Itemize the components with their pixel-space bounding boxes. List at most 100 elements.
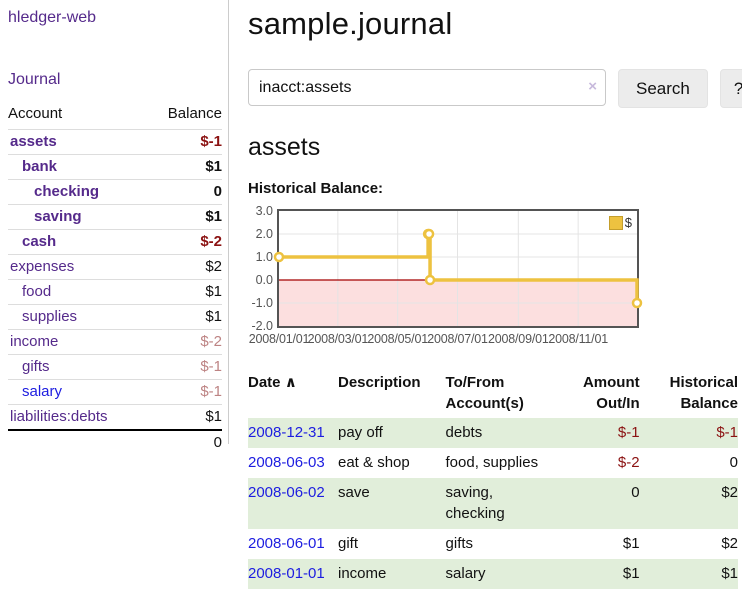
account-row: gifts $-1: [8, 354, 222, 380]
x-tick-label: 2008/09/01: [488, 332, 549, 346]
search-input[interactable]: [248, 69, 606, 106]
account-row: expenses $2: [8, 254, 222, 280]
column-header-balance: Historical Balance: [669, 374, 738, 412]
account-link[interactable]: saving: [34, 208, 82, 225]
transaction-description: income: [338, 565, 387, 582]
transaction-balance: $-1: [716, 424, 738, 441]
transaction-balance: $2: [721, 535, 738, 552]
transaction-date-link[interactable]: 2008-01-01: [248, 565, 325, 582]
transaction-date-link[interactable]: 2008-06-01: [248, 535, 325, 552]
transactions-table: Date ∧ Description To/From Account(s) Am…: [248, 370, 738, 589]
transaction-description: gift: [338, 535, 359, 552]
chart-legend: $: [606, 214, 634, 231]
account-balance: 0: [146, 179, 222, 205]
x-tick-label: 2008/05/01: [367, 332, 428, 346]
column-header-amount: Amount Out/In: [582, 374, 640, 412]
transaction-row: 2008-06-01 gift gifts $1 $2: [248, 529, 738, 559]
account-link[interactable]: expenses: [10, 258, 75, 275]
transaction-description: pay off: [338, 424, 383, 441]
account-link[interactable]: cash: [22, 233, 57, 250]
historical-balance-chart: $ 3.0 2.0 1.0 0.0 -1.0 -2.0 2008/01/01 2008/03/…: [248, 205, 740, 351]
account-balance: $-1: [146, 354, 222, 380]
transaction-accounts: salary: [445, 565, 486, 582]
accounts-header-balance: Balance: [167, 105, 222, 122]
chart-canvas: [273, 211, 643, 326]
transactions-header-row: Date ∧ Description To/From Account(s) Am…: [248, 370, 738, 418]
transaction-amount: $-1: [617, 424, 640, 441]
accounts-total-value: 0: [146, 429, 222, 455]
transaction-balance: $2: [721, 484, 738, 501]
account-balance: $-1: [146, 129, 222, 155]
account-row: bank $1: [8, 154, 222, 180]
account-link[interactable]: checking: [34, 183, 100, 200]
search-button[interactable]: Search: [618, 69, 708, 108]
transaction-description: save: [338, 484, 370, 501]
legend-label: $: [624, 215, 632, 230]
page-title: sample.journal: [248, 6, 453, 41]
x-tick-label: 2008/07/01: [427, 332, 488, 346]
account-balance: $2: [146, 254, 222, 280]
account-row: cash $-2: [8, 229, 222, 255]
account-link[interactable]: income: [10, 333, 59, 350]
main-content: sample.journal × Search ? assets Histori…: [248, 0, 742, 589]
account-row: checking 0: [8, 179, 222, 205]
y-tick-label: -2.0: [251, 319, 273, 333]
y-tick-label: 2.0: [255, 227, 273, 241]
column-header-accounts: To/From Account(s): [445, 374, 524, 412]
account-balance: $1: [146, 154, 222, 180]
transaction-accounts: gifts: [445, 535, 474, 552]
account-link[interactable]: supplies: [22, 308, 78, 325]
account-balance: $-2: [146, 229, 222, 255]
x-tick-label: 2008/11/01: [548, 332, 608, 346]
account-balance: $1: [146, 304, 222, 330]
search-box: ×: [248, 69, 606, 108]
x-tick-label: 2008/01/01: [248, 332, 310, 346]
data-point-marker: [631, 297, 643, 309]
account-row: liabilities:debts $1: [8, 404, 222, 430]
account-balance: $1: [146, 204, 222, 230]
account-row: assets $-1: [8, 129, 222, 155]
sidebar-item-journal[interactable]: Journal: [8, 71, 61, 88]
transaction-balance: $1: [721, 565, 738, 582]
accounts-table: Account Balance assets $-1 bank $1 check…: [8, 102, 222, 455]
account-row: salary $-1: [8, 379, 222, 405]
accounts-total-row: 0: [8, 429, 222, 455]
app-title-link[interactable]: hledger-web: [8, 9, 97, 26]
account-link[interactable]: food: [22, 283, 52, 300]
search-form: × Search ?: [248, 69, 742, 108]
transaction-balance: 0: [729, 454, 738, 471]
account-row: saving $1: [8, 204, 222, 230]
account-balance: $1: [146, 279, 222, 305]
accounts-table-body: assets $-1 bank $1 checking 0 saving $1 …: [8, 129, 222, 430]
transaction-amount: 0: [631, 484, 640, 501]
transaction-date-link[interactable]: 2008-06-02: [248, 484, 325, 501]
sidebar: hledger-web Journal Account Balance asse…: [0, 0, 229, 455]
transaction-amount: $-2: [617, 454, 640, 471]
legend-swatch-icon: [608, 215, 623, 230]
clear-search-icon[interactable]: ×: [588, 78, 597, 95]
account-balance: $-2: [146, 329, 222, 355]
transaction-date-link[interactable]: 2008-06-03: [248, 454, 325, 471]
data-point-marker: [423, 228, 435, 240]
account-balance: $1: [146, 404, 222, 430]
transaction-accounts: food, supplies: [445, 454, 539, 471]
transaction-description: eat & shop: [338, 454, 410, 471]
transaction-row: 2008-06-02 save saving, checking 0 $2: [248, 478, 738, 529]
account-link[interactable]: assets: [10, 133, 57, 150]
account-link[interactable]: bank: [22, 158, 58, 175]
chart-plot-area[interactable]: $: [273, 209, 643, 328]
accounts-total-spacer: [8, 429, 147, 455]
y-tick-label: 1.0: [255, 250, 273, 264]
column-header-date[interactable]: Date ∧: [248, 374, 297, 391]
account-row: income $-2: [8, 329, 222, 355]
y-tick-label: 3.0: [255, 204, 273, 218]
help-button[interactable]: ?: [719, 69, 742, 108]
transaction-date-link[interactable]: 2008-12-31: [248, 424, 325, 441]
transactions-table-body: 2008-12-31 pay off debts $-1 $-1 2008-06…: [248, 418, 738, 589]
account-heading: assets: [248, 133, 321, 161]
account-link[interactable]: liabilities:debts: [10, 408, 108, 425]
account-link[interactable]: gifts: [22, 358, 50, 375]
account-link[interactable]: salary: [22, 383, 63, 400]
transaction-amount: $1: [622, 535, 640, 552]
chart-title: Historical Balance:: [248, 180, 384, 197]
